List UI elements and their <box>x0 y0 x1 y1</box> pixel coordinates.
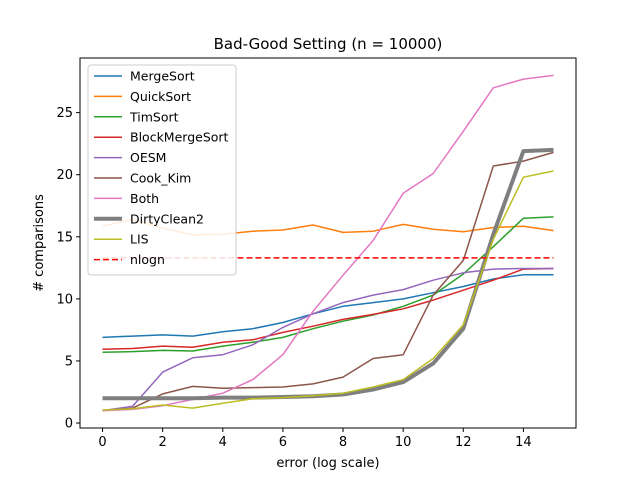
x-tick-label: 4 <box>219 435 227 450</box>
x-axis: 0 2 4 6 8 10 12 14 <box>98 428 532 450</box>
legend-label: TimSort <box>129 109 179 124</box>
series-line-timsort <box>102 216 554 354</box>
legend: MergeSort QuickSort TimSort BlockMergeSort O… <box>87 64 237 276</box>
legend-box <box>87 64 237 276</box>
y-tick-label: 0 <box>65 417 73 432</box>
x-tick-label: 12 <box>455 435 472 450</box>
series-line-both <box>102 74 554 412</box>
x-tick-label: 14 <box>515 435 532 450</box>
legend-label: QuickSort <box>130 89 191 104</box>
x-tick-label: 0 <box>98 435 106 450</box>
y-tick-label: 10 <box>56 292 73 307</box>
x-axis-label: error (log scale) <box>276 456 379 471</box>
legend-label: DirtyClean2 <box>130 211 204 226</box>
y-tick-label: 5 <box>65 354 73 369</box>
y-tick-label: 20 <box>56 168 73 183</box>
series-line-mergesort <box>102 273 554 339</box>
legend-label: OESM <box>130 150 166 165</box>
legend-label: nlogn <box>130 252 165 267</box>
legend-label: BlockMergeSort <box>130 130 229 145</box>
legend-label: LIS <box>130 232 149 247</box>
y-axis: 0 5 10 15 20 25 <box>56 106 80 432</box>
x-tick-label: 10 <box>395 435 412 450</box>
x-tick-label: 8 <box>339 435 347 450</box>
legend-label: Cook_Kim <box>130 171 191 186</box>
legend-label: MergeSort <box>130 69 195 84</box>
plot-frame <box>79 57 577 429</box>
chart-title: Bad-Good Setting (n = 10000) <box>214 35 443 53</box>
series-line-lis <box>102 170 554 411</box>
series-line-cook-kim <box>102 151 554 412</box>
legend-label: Both <box>130 191 159 206</box>
y-tick-label: 25 <box>56 106 73 121</box>
series-line-oesm <box>102 267 554 412</box>
y-tick-label: 15 <box>56 230 73 245</box>
x-tick-label: 6 <box>279 435 287 450</box>
x-tick-label: 2 <box>159 435 167 450</box>
y-axis-label: # comparisons <box>32 194 47 292</box>
